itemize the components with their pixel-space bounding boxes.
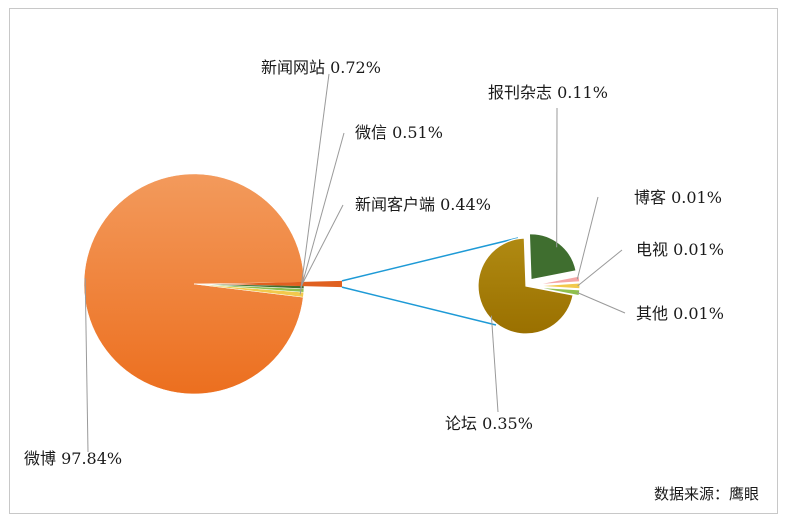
leader-line-博客 bbox=[576, 196, 599, 280]
data-label-新闻网站: 新闻网站 0.72% bbox=[261, 58, 381, 77]
data-label-论坛: 论坛 0.35% bbox=[445, 414, 533, 433]
secondary-pie-slice-博客 bbox=[533, 275, 581, 286]
secondary-pie bbox=[477, 233, 581, 335]
leader-line-论坛 bbox=[490, 315, 499, 413]
secondary-pie-slice-报刊杂志 bbox=[528, 233, 577, 281]
connector-line-top bbox=[341, 237, 519, 282]
data-source-note: 数据来源：鹰眼 bbox=[654, 485, 759, 503]
slice-labels: 微博 97.84% 新闻网站 0.72% 微信 0.51% 新闻客户端 0.44% 论坛… bbox=[24, 58, 724, 468]
leader-line-新闻客户端 bbox=[300, 204, 344, 288]
leader-line-其他 bbox=[577, 292, 626, 314]
data-label-微博: 微博 97.84% bbox=[24, 449, 122, 468]
secondary-pie-slice-电视 bbox=[533, 282, 581, 290]
data-label-其他: 其他 0.01% bbox=[636, 304, 724, 323]
leader-lines bbox=[84, 73, 626, 453]
leader-line-电视 bbox=[577, 249, 623, 287]
data-label-新闻客户端: 新闻客户端 0.44% bbox=[355, 195, 491, 214]
data-label-博客: 博客 0.01% bbox=[634, 188, 722, 207]
main-pie bbox=[83, 173, 343, 395]
main-pie-slice-other bbox=[220, 280, 343, 288]
pie-connector-lines bbox=[341, 237, 519, 326]
data-label-微信: 微信 0.51% bbox=[355, 123, 443, 142]
data-label-电视: 电视 0.01% bbox=[636, 240, 724, 259]
data-label-报刊杂志: 报刊杂志 0.11% bbox=[488, 83, 608, 102]
connector-line-bottom bbox=[341, 286, 497, 326]
leader-line-新闻网站 bbox=[299, 73, 330, 295]
leader-line-微信 bbox=[300, 132, 345, 291]
secondary-pie-slice-论坛 bbox=[477, 237, 574, 335]
leader-line-微博 bbox=[84, 278, 89, 453]
